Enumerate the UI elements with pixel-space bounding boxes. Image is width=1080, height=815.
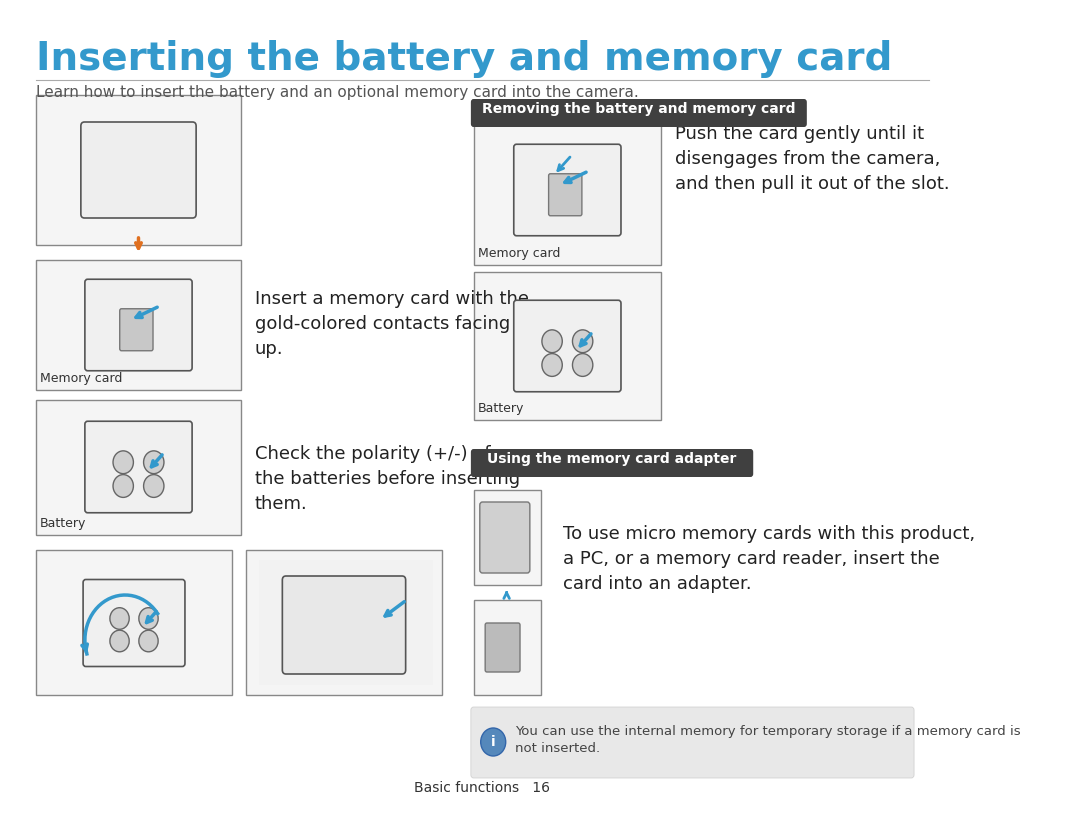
Circle shape bbox=[572, 354, 593, 377]
FancyBboxPatch shape bbox=[514, 300, 621, 392]
FancyBboxPatch shape bbox=[246, 550, 443, 695]
FancyBboxPatch shape bbox=[259, 560, 433, 685]
FancyBboxPatch shape bbox=[36, 260, 241, 390]
Text: Using the memory card adapter: Using the memory card adapter bbox=[487, 452, 737, 466]
Circle shape bbox=[144, 474, 164, 497]
FancyBboxPatch shape bbox=[36, 550, 232, 695]
Text: i: i bbox=[491, 735, 496, 749]
FancyBboxPatch shape bbox=[83, 579, 185, 667]
FancyBboxPatch shape bbox=[282, 576, 406, 674]
FancyBboxPatch shape bbox=[480, 502, 530, 573]
FancyBboxPatch shape bbox=[120, 309, 153, 350]
FancyBboxPatch shape bbox=[471, 99, 807, 127]
Text: To use micro memory cards with this product,
a PC, or a memory card reader, inse: To use micro memory cards with this prod… bbox=[563, 525, 975, 593]
Circle shape bbox=[572, 330, 593, 353]
Text: Inserting the battery and memory card: Inserting the battery and memory card bbox=[36, 40, 892, 78]
FancyBboxPatch shape bbox=[85, 421, 192, 513]
FancyBboxPatch shape bbox=[36, 400, 241, 535]
FancyBboxPatch shape bbox=[85, 280, 192, 371]
Text: Battery: Battery bbox=[40, 517, 86, 530]
Circle shape bbox=[139, 630, 158, 652]
Circle shape bbox=[139, 608, 158, 629]
FancyBboxPatch shape bbox=[485, 623, 519, 672]
Text: Insert a memory card with the
gold-colored contacts facing
up.: Insert a memory card with the gold-color… bbox=[255, 290, 528, 358]
FancyBboxPatch shape bbox=[514, 144, 621, 236]
Text: Removing the battery and memory card: Removing the battery and memory card bbox=[482, 102, 796, 116]
FancyBboxPatch shape bbox=[36, 95, 241, 245]
Circle shape bbox=[481, 728, 505, 756]
Text: Learn how to insert the battery and an optional memory card into the camera.: Learn how to insert the battery and an o… bbox=[36, 85, 638, 100]
FancyBboxPatch shape bbox=[473, 272, 661, 420]
Circle shape bbox=[542, 354, 563, 377]
FancyBboxPatch shape bbox=[473, 117, 661, 265]
Circle shape bbox=[113, 474, 134, 497]
Text: Memory card: Memory card bbox=[478, 247, 561, 260]
FancyBboxPatch shape bbox=[81, 122, 197, 218]
FancyBboxPatch shape bbox=[549, 174, 582, 216]
FancyBboxPatch shape bbox=[473, 600, 541, 695]
Text: Check the polarity (+/-) of
the batteries before inserting
them.: Check the polarity (+/-) of the batterie… bbox=[255, 445, 519, 513]
FancyBboxPatch shape bbox=[471, 707, 914, 778]
FancyBboxPatch shape bbox=[473, 490, 541, 585]
Circle shape bbox=[110, 608, 130, 629]
Text: Battery: Battery bbox=[478, 402, 525, 415]
FancyBboxPatch shape bbox=[471, 449, 753, 477]
Circle shape bbox=[110, 630, 130, 652]
Text: Basic functions   16: Basic functions 16 bbox=[415, 781, 551, 795]
Circle shape bbox=[144, 451, 164, 474]
Circle shape bbox=[113, 451, 134, 474]
Text: Memory card: Memory card bbox=[40, 372, 123, 385]
Circle shape bbox=[542, 330, 563, 353]
Text: Push the card gently until it
disengages from the camera,
and then pull it out o: Push the card gently until it disengages… bbox=[675, 125, 949, 193]
Text: You can use the internal memory for temporary storage if a memory card is
not in: You can use the internal memory for temp… bbox=[515, 725, 1021, 755]
